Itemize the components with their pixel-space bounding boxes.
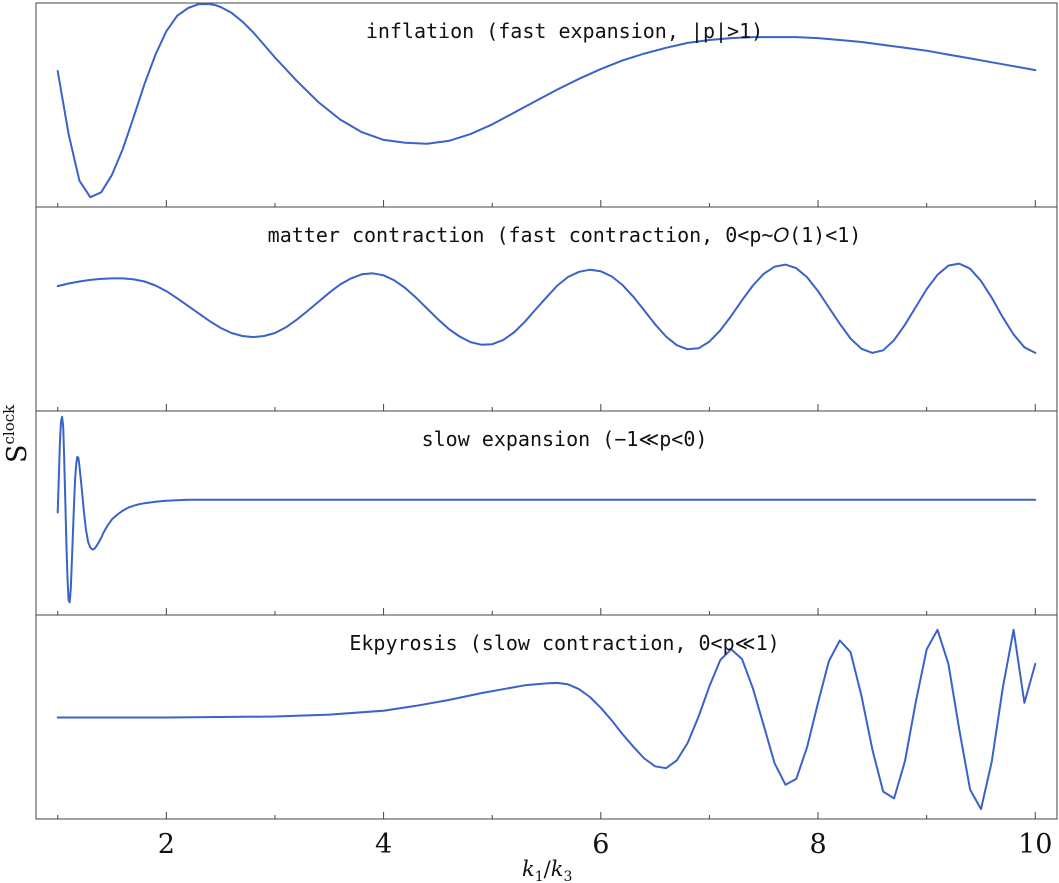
y-label-base: S — [2, 445, 33, 464]
x-label-k3: k — [551, 857, 564, 881]
x-label-slash: / — [544, 857, 552, 881]
series-line-1-1 — [56, 3, 1037, 199]
panel-2: matter contraction (fast contraction, 0<… — [35, 206, 1058, 412]
x-axis-label: k1/k3 — [522, 857, 572, 883]
panel-3: slow expansion (−1≪p<0) — [35, 410, 1058, 616]
svg-text:Sclock: Sclock — [0, 404, 33, 463]
x-label-sub3: 3 — [563, 869, 572, 883]
x-tick-label: 4 — [375, 829, 392, 860]
series-line-3-1 — [56, 415, 1037, 604]
panel-title: inflation (fast expansion, |p|>1) — [366, 19, 763, 43]
x-tick-label: 2 — [158, 829, 175, 860]
panel-1: inflation (fast expansion, |p|>1) — [35, 2, 1058, 208]
x-label-k1: k — [522, 857, 535, 881]
x-tick-label: 10 — [1018, 829, 1052, 860]
panel-title: Ekpyrosis (slow contraction, 0<p≪1) — [349, 631, 779, 655]
x-label-sub1: 1 — [535, 869, 544, 883]
panels: inflation (fast expansion, |p|>1) matter … — [35, 2, 1058, 820]
panel-frame — [35, 614, 1058, 820]
y-axis-label: Sclock — [0, 404, 33, 463]
svg-text:k1/k3: k1/k3 — [522, 857, 572, 883]
panel-title: matter contraction (fast contraction, 0<… — [268, 223, 862, 247]
y-label-sup: clock — [0, 404, 18, 445]
x-tick-label: 6 — [592, 829, 609, 860]
x-tick-label: 8 — [809, 829, 826, 860]
panel-4: Ekpyrosis (slow contraction, 0<p≪1) — [35, 614, 1058, 820]
series-line-4-1 — [56, 628, 1037, 811]
panel-title: slow expansion (−1≪p<0) — [422, 427, 708, 451]
x-axis: 2 4 6 8 10 — [57, 200, 1052, 860]
series-line-2-1 — [56, 262, 1037, 354]
